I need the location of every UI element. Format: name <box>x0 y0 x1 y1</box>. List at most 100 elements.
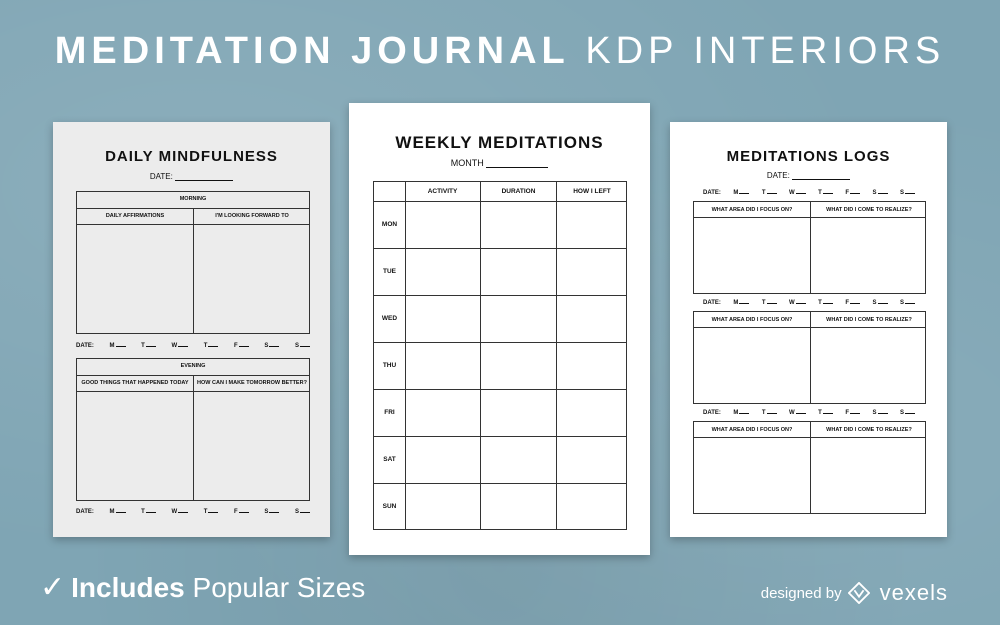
day-row-label: DATE: <box>76 509 94 515</box>
headline-light: KDP INTERIORS <box>585 30 946 72</box>
day-row-label: DATE: <box>76 343 94 349</box>
day-w: W <box>171 509 189 515</box>
day-f: F <box>845 300 860 306</box>
divider <box>193 375 194 500</box>
page-title: DAILY MINDFULNESS <box>105 148 278 165</box>
log-col2: WHAT DID I COME TO REALIZE? <box>826 207 912 213</box>
day-f: F <box>845 410 860 416</box>
day-t: T <box>762 190 777 196</box>
divider <box>694 327 925 328</box>
day-t: T <box>762 300 777 306</box>
day-m: M <box>110 509 126 515</box>
day-f: F <box>234 509 249 515</box>
row-sat: SAT <box>383 456 396 463</box>
day-t: T <box>762 410 777 416</box>
evening-col1: GOOD THINGS THAT HAPPENED TODAY <box>81 380 189 386</box>
day-row: DATE: M T W T F S S <box>703 190 915 196</box>
row-tue: TUE <box>383 268 396 275</box>
headline: MEDITATION JOURNAL KDP INTERIORS <box>0 30 1000 73</box>
includes-sizes-banner: ✓ Includes Popular Sizes <box>40 570 365 605</box>
log-col2: WHAT DID I COME TO REALIZE? <box>826 317 912 323</box>
log-col2: WHAT DID I COME TO REALIZE? <box>826 427 912 433</box>
day-s: S <box>872 190 888 196</box>
divider <box>374 436 626 437</box>
date-label: DATE: <box>766 171 790 180</box>
headline-bold: MEDITATION JOURNAL <box>54 30 570 72</box>
divider <box>694 217 925 218</box>
log-box: WHAT AREA DID I FOCUS ON? WHAT DID I COM… <box>693 311 926 404</box>
row-mon: MON <box>381 221 398 228</box>
page-title: MEDITATIONS LOGS <box>726 148 891 165</box>
month-blank <box>486 167 549 168</box>
day-row-label: DATE: <box>703 190 721 196</box>
day-s2: S <box>295 343 310 349</box>
weekly-meditations-page: WEEKLY MEDITATIONS MONTH ACTIVITY DURATI… <box>349 103 650 555</box>
day-s: S <box>264 343 280 349</box>
day-m: M <box>110 343 126 349</box>
day-m: M <box>733 300 750 306</box>
weekly-table: ACTIVITY DURATION HOW I LEFT MON TUE WED… <box>373 181 627 530</box>
date-line: DATE: <box>670 171 947 180</box>
log-col1: WHAT AREA DID I FOCUS ON? <box>711 427 793 433</box>
morning-header: MORNING <box>179 196 207 202</box>
day-s: S <box>264 509 280 515</box>
divider <box>810 202 811 293</box>
log-box: WHAT AREA DID I FOCUS ON? WHAT DID I COM… <box>693 421 926 514</box>
day-s2: S <box>900 190 915 196</box>
morning-box: MORNING DAILY AFFIRMATIONS I'M LOOKING F… <box>76 191 310 334</box>
includes-text: Includes <box>71 572 185 603</box>
morning-col1: DAILY AFFIRMATIONS <box>105 213 165 219</box>
divider <box>556 182 557 529</box>
log-col1: WHAT AREA DID I FOCUS ON? <box>711 207 793 213</box>
day-s: S <box>872 300 888 306</box>
month-line: MONTH <box>349 158 650 168</box>
row-sun: SUN <box>382 503 397 510</box>
daily-mindfulness-page: DAILY MINDFULNESS DATE: MORNING DAILY AF… <box>53 122 330 537</box>
divider <box>694 437 925 438</box>
vexels-logo-icon <box>847 582 870 604</box>
divider <box>374 248 626 249</box>
row-fri: FRI <box>384 409 395 416</box>
date-line: DATE: <box>53 172 330 181</box>
popular-sizes-text: Popular Sizes <box>192 572 366 603</box>
col-duration: DURATION <box>501 188 536 195</box>
day-row-label: DATE: <box>703 300 721 306</box>
divider <box>374 483 626 484</box>
divider <box>374 295 626 296</box>
date-blank <box>175 180 234 181</box>
day-w: W <box>789 190 806 196</box>
day-row: DATE: M T W T F S S <box>76 343 310 349</box>
divider <box>374 389 626 390</box>
day-s: S <box>872 410 888 416</box>
day-t2: T <box>204 509 219 515</box>
evening-col2: HOW CAN I MAKE TOMORROW BETTER? <box>197 380 307 386</box>
evening-header: EVENING <box>180 363 206 369</box>
day-f: F <box>845 190 860 196</box>
morning-col2: I'M LOOKING FORWARD TO <box>215 213 289 219</box>
divider <box>193 208 194 333</box>
divider <box>374 201 626 202</box>
brand-name: vexels <box>879 580 948 605</box>
divider <box>374 342 626 343</box>
meditations-logs-page: MEDITATIONS LOGS DATE: DATE: M T W T F S… <box>670 122 947 537</box>
month-label: MONTH <box>450 158 484 168</box>
col-how-i-left: HOW I LEFT <box>573 188 611 195</box>
day-row-label: DATE: <box>703 410 721 416</box>
day-t2: T <box>818 300 833 306</box>
day-t2: T <box>204 343 219 349</box>
checkmark-icon: ✓ <box>40 571 66 604</box>
day-t: T <box>141 509 156 515</box>
divider <box>810 312 811 403</box>
day-s2: S <box>900 410 915 416</box>
log-box: WHAT AREA DID I FOCUS ON? WHAT DID I COM… <box>693 201 926 294</box>
day-t2: T <box>818 190 833 196</box>
day-t2: T <box>818 410 833 416</box>
date-label: DATE: <box>149 172 173 181</box>
day-t: T <box>141 343 156 349</box>
log-col1: WHAT AREA DID I FOCUS ON? <box>711 317 793 323</box>
page-title: WEEKLY MEDITATIONS <box>395 133 604 152</box>
divider <box>480 182 481 529</box>
day-w: W <box>789 410 806 416</box>
day-row: DATE: M T W T F S S <box>76 509 310 515</box>
divider <box>405 182 406 529</box>
